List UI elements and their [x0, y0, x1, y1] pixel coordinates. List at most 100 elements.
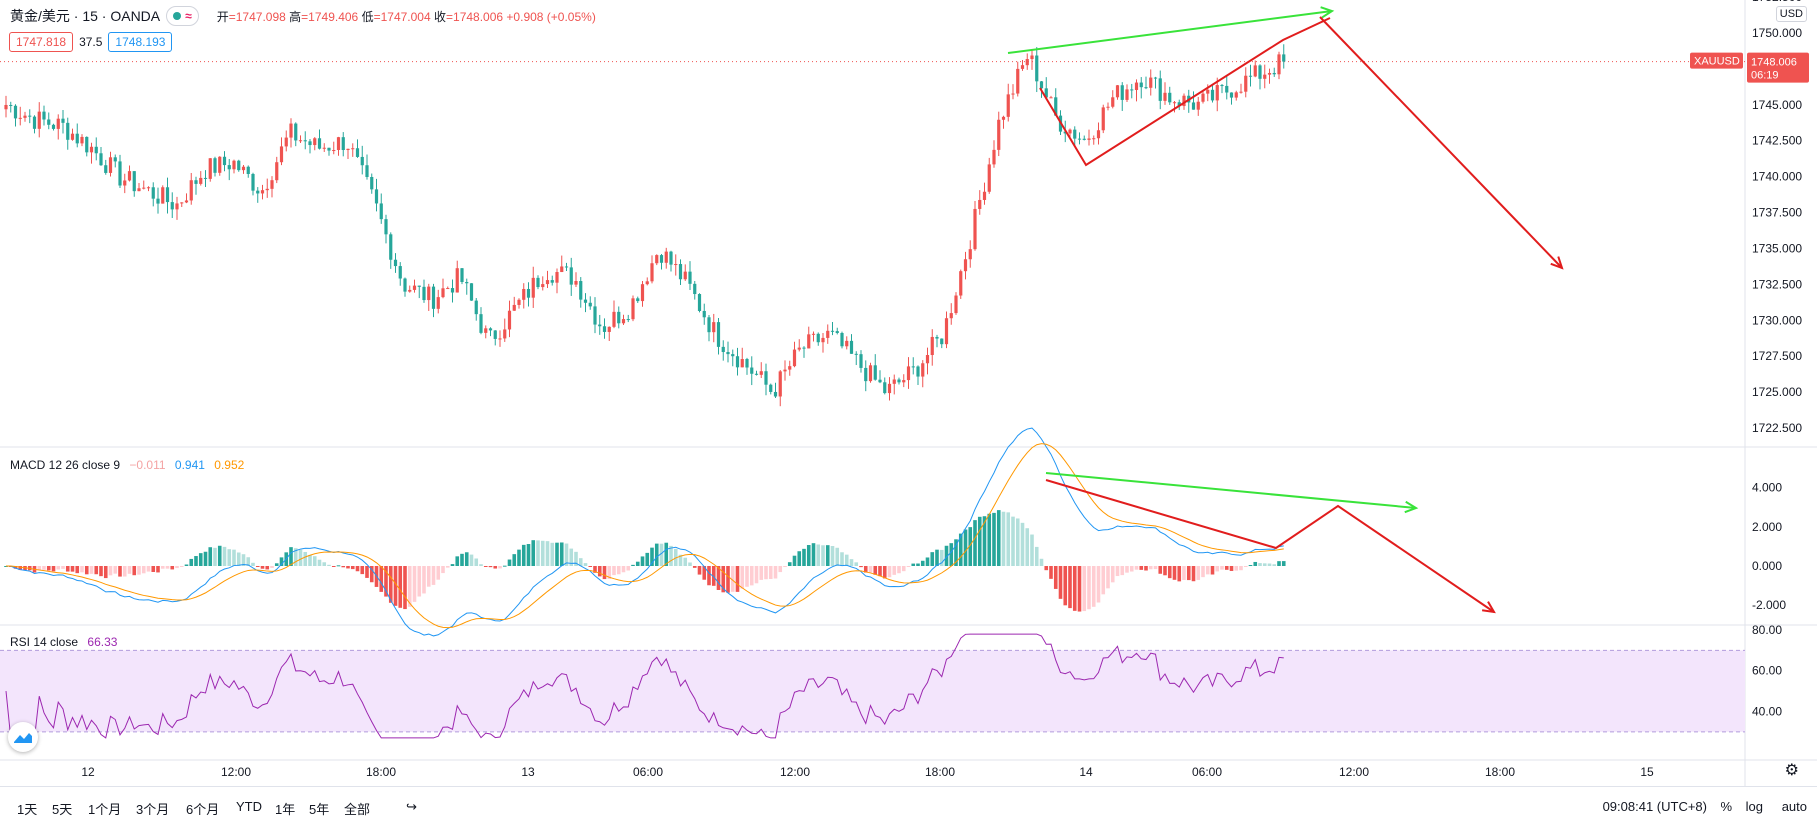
macd-histogram-bar: [1229, 566, 1234, 571]
candle-body: [1068, 129, 1072, 134]
macd-histogram-bar: [645, 552, 650, 566]
candle-body: [759, 371, 763, 375]
macd-histogram-bar: [464, 552, 469, 566]
macd-histogram-bar: [859, 566, 863, 568]
candle-body: [365, 165, 369, 177]
candle-body: [1172, 102, 1177, 104]
macd-histogram-bar: [825, 545, 830, 566]
macd-histogram-bar: [878, 566, 882, 577]
candle-body: [85, 136, 89, 153]
settings-gear-icon[interactable]: ⚙: [1784, 762, 1799, 779]
candle-body: [569, 267, 573, 285]
macd-histogram-bar: [507, 559, 512, 566]
range-1m[interactable]: 1个月: [88, 802, 122, 817]
candle-body: [541, 284, 545, 288]
candle-body: [778, 371, 782, 397]
macd-legend[interactable]: MACD 12 26 close 9 −0.011 0.941 0.952: [10, 458, 245, 472]
candle-body: [883, 382, 887, 394]
candle-body: [968, 249, 972, 260]
range-all[interactable]: 全部: [344, 802, 371, 817]
range-3m[interactable]: 3个月: [136, 802, 170, 817]
candle-body: [621, 319, 626, 324]
candle-body: [697, 294, 702, 311]
macd-histogram-bar: [588, 566, 593, 567]
macd-histogram-bar: [654, 543, 659, 566]
macd-histogram-bar: [146, 566, 151, 572]
candle-body: [892, 379, 896, 384]
macd-histogram-bar: [270, 566, 274, 568]
currency-label[interactable]: USD: [1775, 6, 1807, 22]
log-toggle[interactable]: log: [1745, 799, 1763, 814]
spread-value: 37.5: [79, 35, 103, 49]
candle-body: [322, 147, 326, 149]
macd-histogram-bar: [322, 562, 327, 566]
candle-body: [683, 271, 687, 280]
macd-histogram-bar: [920, 560, 925, 566]
candle-body: [484, 328, 488, 333]
symbol-title[interactable]: 黄金/美元 · 15 · OANDA: [10, 8, 161, 24]
candle-body: [840, 332, 844, 347]
macd-histogram-bar: [298, 549, 303, 566]
range-1y[interactable]: 1年: [275, 802, 296, 817]
candle-body: [1030, 55, 1034, 60]
candle-body: [897, 379, 901, 383]
auto-toggle[interactable]: auto: [1781, 799, 1807, 814]
candle-body: [659, 255, 664, 263]
candle-body: [194, 180, 198, 184]
price-tick-label: 1732.500: [1752, 277, 1802, 291]
candle-body: [536, 277, 540, 288]
candle-body: [332, 150, 336, 152]
percent-toggle[interactable]: %: [1720, 799, 1732, 814]
candle-body: [355, 148, 360, 157]
macd-histogram-bar: [1153, 566, 1158, 570]
macd-histogram-bar: [901, 566, 906, 572]
candle-body: [1267, 72, 1272, 75]
candle-body: [1225, 85, 1229, 93]
candle-body: [294, 123, 298, 141]
macd-histogram-bar: [987, 513, 992, 566]
candle-body: [830, 330, 835, 332]
range-ytd[interactable]: YTD: [236, 799, 262, 814]
range-5y[interactable]: 5年: [309, 802, 330, 817]
candle-body: [450, 288, 455, 293]
macd-histogram-bar: [80, 566, 84, 573]
macd-histogram-bar: [312, 556, 317, 566]
macd-histogram-bar: [526, 544, 531, 566]
buy-price-button[interactable]: 1748.193: [108, 32, 173, 52]
macd-histogram-bar: [18, 566, 23, 571]
candle-body: [218, 156, 222, 173]
candle-body: [640, 284, 645, 302]
candle-body: [512, 304, 516, 311]
rsi-legend[interactable]: RSI 14 close 66.33: [10, 635, 118, 649]
arrowhead-green: [1320, 6, 1335, 19]
candle-body: [664, 251, 668, 263]
macd-histogram-bar: [1001, 511, 1006, 566]
macd-histogram-bar: [716, 566, 721, 590]
candle-body: [28, 115, 32, 117]
macd-histogram-bar: [916, 563, 920, 566]
macd-histogram-bar: [1215, 566, 1220, 572]
macd-histogram-bar: [75, 566, 80, 574]
goto-date-icon[interactable]: ↪: [406, 799, 417, 814]
candle-body: [417, 285, 421, 287]
macd-histogram-bar: [227, 549, 232, 566]
candle-body: [769, 384, 773, 392]
macd-histogram-bar: [445, 566, 450, 568]
range-6m[interactable]: 6个月: [186, 802, 220, 817]
macd-histogram-bar: [94, 566, 99, 575]
sell-price-button[interactable]: 1747.818: [9, 32, 74, 52]
candle-body: [431, 286, 436, 309]
macd-histogram-bar: [13, 566, 18, 569]
candle-body: [488, 328, 493, 331]
range-5d[interactable]: 5天: [52, 802, 73, 817]
candle-body: [602, 326, 607, 332]
clock[interactable]: 09:08:41 (UTC+8): [1602, 799, 1707, 814]
market-status-pill[interactable]: ≈: [166, 6, 199, 26]
range-1d[interactable]: 1天: [17, 802, 38, 817]
macd-histogram-bar: [650, 547, 654, 566]
macd-histogram-bar: [949, 543, 954, 566]
candle-body: [1244, 75, 1248, 92]
tradingview-logo[interactable]: [8, 722, 38, 752]
candle-body: [341, 137, 345, 151]
